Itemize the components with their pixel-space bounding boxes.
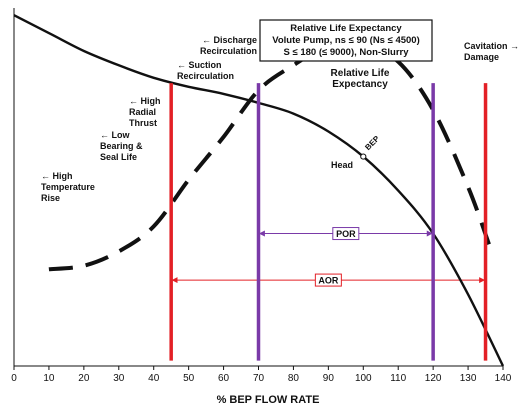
x-ticks: 0 10 20 30 40 50 60 70 80 90 100 110 120 130 140 [11, 366, 512, 384]
annotation-line: Damage [464, 52, 499, 62]
x-tick-label: 70 [253, 373, 265, 384]
annotation-temp: ← High Temperature Rise [41, 171, 95, 203]
range-label-aor: AOR [318, 276, 339, 286]
annotation-line: ← Discharge [202, 35, 257, 45]
x-tick-label: 40 [148, 373, 160, 384]
annotation-line: Expectancy [332, 79, 388, 90]
annotation-line: ← High [41, 171, 73, 181]
annotation-bearing: ← Low Bearing & Seal Life [100, 130, 143, 162]
annotation-cavitation: Cavitation → Damage [464, 41, 519, 62]
bep-point [360, 153, 367, 160]
title-box-line: Relative Life Expectancy [290, 23, 402, 34]
x-tick-label: 80 [288, 373, 300, 384]
range-label-box [332, 227, 360, 241]
annotation-line: ← High [129, 96, 161, 106]
x-tick-label: 120 [425, 373, 442, 384]
annotation-suction: ← Suction Recirculation [177, 60, 234, 81]
range-arrows: POR AOR [171, 227, 486, 287]
annotation-line: Radial [129, 107, 156, 117]
bep-marker: BEP [360, 134, 382, 160]
range-label-por: POR [336, 229, 356, 239]
annotation-rle: Relative Life Expectancy [331, 68, 390, 90]
annotation-line: Head [331, 160, 353, 170]
annotation-line: Rise [41, 193, 60, 203]
annotation-line: Bearing & [100, 141, 143, 151]
x-axis-label: % BEP FLOW RATE [217, 394, 320, 406]
annotation-line: Recirculation [200, 46, 257, 56]
x-tick-label: 50 [183, 373, 195, 384]
annotation-line: Relative Life [331, 68, 390, 79]
x-tick-label: 110 [390, 373, 406, 384]
annotation-line: Cavitation → [464, 41, 519, 51]
x-tick-label: 90 [323, 373, 335, 384]
annotation-line: ← Suction [177, 60, 222, 70]
series-line-relative-life-expectancy [48, 40, 491, 272]
annotation-discharge: ← Discharge Recirculation [200, 35, 257, 56]
x-tick-label: 10 [43, 373, 55, 384]
annotations: ← Discharge Recirculation← Suction Recircu… [41, 35, 519, 203]
x-tick-label: 130 [460, 373, 477, 384]
x-tick-label: 30 [113, 373, 125, 384]
annotation-line: Thrust [129, 118, 157, 128]
vertical-limit-lines [169, 83, 488, 361]
x-tick-label: 0 [11, 373, 17, 384]
annotation-line: Seal Life [100, 152, 137, 162]
title-box-frame [259, 19, 433, 62]
x-tick-label: 20 [78, 373, 90, 384]
range-label-box [314, 273, 342, 287]
title-box-line: Volute Pump, ns ≤ 90 (Ns ≤ 4500) [272, 35, 420, 46]
x-tick-label: 140 [495, 373, 512, 384]
x-tick-label: 60 [218, 373, 230, 384]
title-box-line: S ≤ 180 (≤ 9000), Non-Slurry [284, 47, 410, 58]
annotation-radial: ← High Radial Thrust [129, 96, 161, 128]
annotation-head: Head [331, 160, 353, 170]
annotation-line: Recirculation [177, 71, 234, 81]
x-tick-label: 100 [355, 373, 372, 384]
annotation-line: ← Low [100, 130, 130, 140]
bep-label: BEP [363, 134, 381, 152]
annotation-line: Temperature [41, 182, 95, 192]
